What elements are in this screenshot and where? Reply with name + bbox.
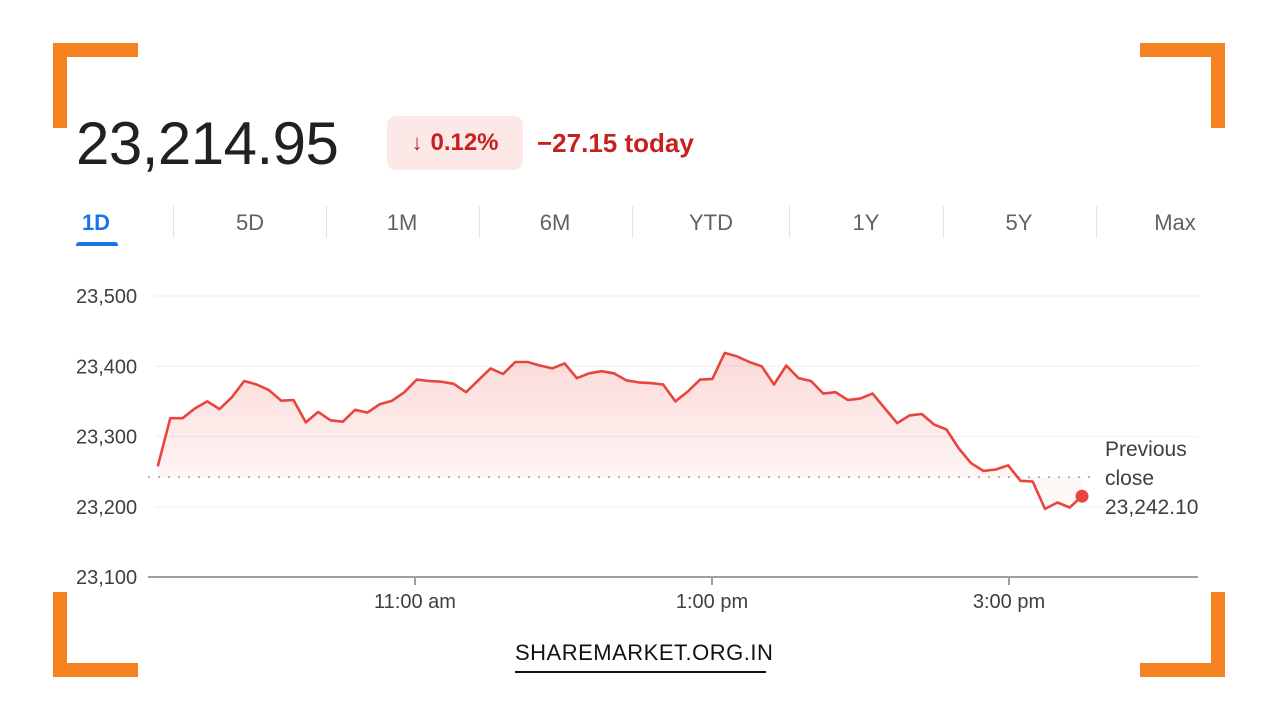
tab-1d[interactable]: 1D [81,210,111,235]
y-tick-label: 23,100 [76,567,137,589]
x-tick-label: 3:00 pm [973,591,1045,613]
previous-close-value: 23,242.10 [1105,496,1198,519]
corner-bracket-bottom-right [1140,592,1225,677]
tab-separator [326,206,327,238]
tab-5d[interactable]: 5D [235,210,265,235]
last-price-point [1075,489,1089,503]
y-tick-label: 23,500 [76,286,137,308]
corner-bracket-bottom-left [53,592,138,677]
tab-max[interactable]: Max [1154,210,1196,235]
tab-1y[interactable]: 1Y [852,210,880,235]
previous-close-label: close [1105,467,1154,490]
tab-6m[interactable]: 6M [539,210,571,235]
tab-1m[interactable]: 1M [386,210,418,235]
tab-separator [173,206,174,238]
y-tick-label: 23,200 [76,497,137,519]
tab-separator [632,206,633,238]
arrow-down-icon: ↓ [411,130,423,155]
active-tab-indicator [76,242,118,246]
previous-close-label: Previous [1105,438,1187,461]
percent-change-badge: ↓ 0.12% [387,116,523,170]
series-line [156,351,1084,511]
corner-bracket-top-right [1140,43,1225,128]
tab-separator [479,206,480,238]
tab-separator [789,206,790,238]
tab-5y[interactable]: 5Y [1005,210,1033,235]
index-price: 23,214.95 [76,110,339,177]
x-tick-label: 11:00 am [374,591,456,613]
y-tick-label: 23,400 [76,356,137,378]
y-tick-label: 23,300 [76,427,137,449]
series-area [158,352,1082,509]
price-series [156,351,1089,511]
tab-separator [943,206,944,238]
y-axis-ticks: 23,500 23,400 23,300 23,200 23,100 [76,286,137,589]
footer-watermark: SHAREMARKET.ORG.IN [515,640,773,673]
x-tick-label: 1:00 pm [676,591,748,613]
change-today: −27.15 today [537,128,694,158]
corner-bracket-top-left [53,43,138,128]
tab-separator [1096,206,1097,238]
tab-ytd[interactable]: YTD [689,210,733,235]
time-range-tabs: 1D 5D 1M 6M YTD 1Y 5Y Max [0,200,1280,250]
percent-change-value: 0.12% [430,129,499,156]
x-axis-ticks: 11:00 am 1:00 pm 3:00 pm [374,577,1045,613]
